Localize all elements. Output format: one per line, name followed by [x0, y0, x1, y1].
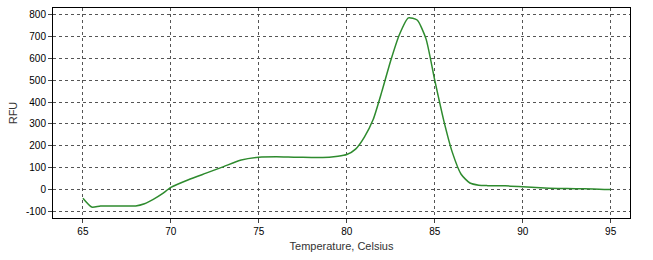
svg-text:700: 700	[29, 31, 46, 42]
svg-text:100: 100	[29, 162, 46, 173]
svg-text:80: 80	[341, 226, 353, 237]
svg-text:Temperature, Celsius: Temperature, Celsius	[290, 240, 394, 252]
svg-text:RFU: RFU	[7, 102, 19, 125]
svg-text:300: 300	[29, 118, 46, 129]
svg-text:200: 200	[29, 140, 46, 151]
svg-text:65: 65	[77, 226, 89, 237]
svg-text:400: 400	[29, 97, 46, 108]
svg-text:70: 70	[165, 226, 177, 237]
svg-text:600: 600	[29, 53, 46, 64]
svg-text:95: 95	[605, 226, 617, 237]
svg-text:500: 500	[29, 75, 46, 86]
svg-text:75: 75	[253, 226, 265, 237]
svg-text:800: 800	[29, 9, 46, 20]
svg-text:-100: -100	[26, 206, 46, 217]
svg-text:0: 0	[40, 184, 46, 195]
svg-text:85: 85	[429, 226, 441, 237]
svg-text:90: 90	[517, 226, 529, 237]
